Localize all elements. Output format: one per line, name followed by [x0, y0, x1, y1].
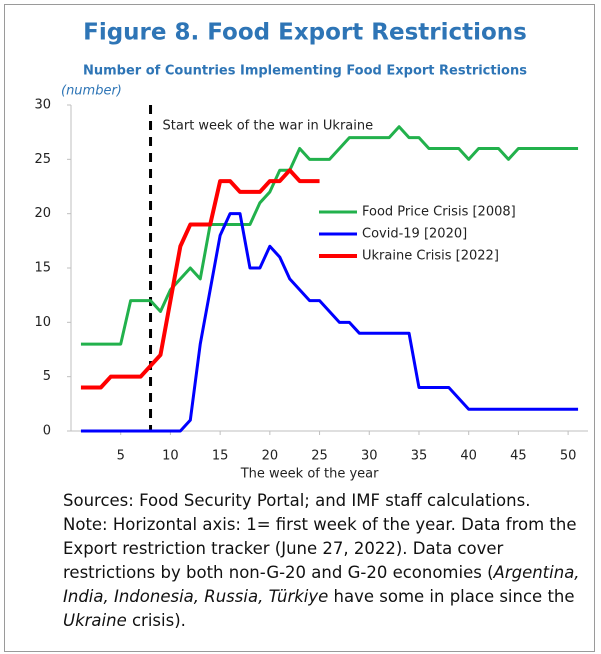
note: Note: Horizontal axis: 1= first week of …	[63, 513, 599, 633]
chart-title: Figure 8. Food Export Restrictions	[83, 20, 527, 46]
note-segment: Argentina, India, Indonesia, Russia, Tür…	[63, 563, 580, 606]
legend-label: Covid-19 [2020]	[362, 227, 467, 242]
y-tick-label: 10	[34, 315, 51, 330]
y-tick-label: 20	[34, 206, 51, 221]
x-tick-label: 15	[212, 449, 229, 464]
series-line	[80, 168, 320, 390]
x-tick-label: 50	[560, 449, 577, 464]
x-tick-label: 30	[361, 449, 378, 464]
x-tick-label: 10	[162, 449, 179, 464]
x-tick-label: 45	[510, 449, 527, 464]
note-segment: Note: Horizontal axis: 1= first week of …	[63, 515, 577, 582]
x-tick-label: 20	[262, 449, 279, 464]
figure-frame: Figure 8. Food Export Restrictions Numbe…	[4, 4, 595, 652]
legend-label: Ukraine Crisis [2022]	[362, 249, 499, 264]
source: Sources: Food Security Portal; and IMF s…	[63, 491, 531, 510]
x-tick-label: 25	[311, 449, 328, 464]
note-segment: have some in place since the	[328, 587, 575, 606]
x-tick-label: 5	[117, 449, 125, 464]
notes: Sources: Food Security Portal; and IMF s…	[63, 489, 599, 633]
note-segment: crisis).	[126, 611, 186, 630]
annotation: Start week of the war in Ukraine	[163, 119, 374, 134]
note-segment: Ukraine	[63, 611, 127, 630]
x-tick-label: 35	[411, 449, 428, 464]
chart: Figure 8. Food Export Restrictions Numbe…	[34, 20, 588, 482]
y-tick-label: 0	[43, 424, 51, 439]
x-axis-title: The week of the year	[240, 467, 379, 482]
legend-label: Food Price Crisis [2008]	[362, 205, 516, 220]
series-line	[80, 125, 579, 346]
chart-subtitle: Number of Countries Implementing Food Ex…	[83, 64, 527, 79]
y-tick-label: 25	[34, 152, 51, 167]
y-tick-label: 15	[34, 261, 51, 276]
y-tick-label: 5	[43, 369, 51, 384]
y-unit: (number)	[61, 84, 122, 99]
y-tick-label: 30	[34, 98, 51, 113]
series-line	[80, 212, 579, 433]
x-tick-label: 40	[460, 449, 477, 464]
